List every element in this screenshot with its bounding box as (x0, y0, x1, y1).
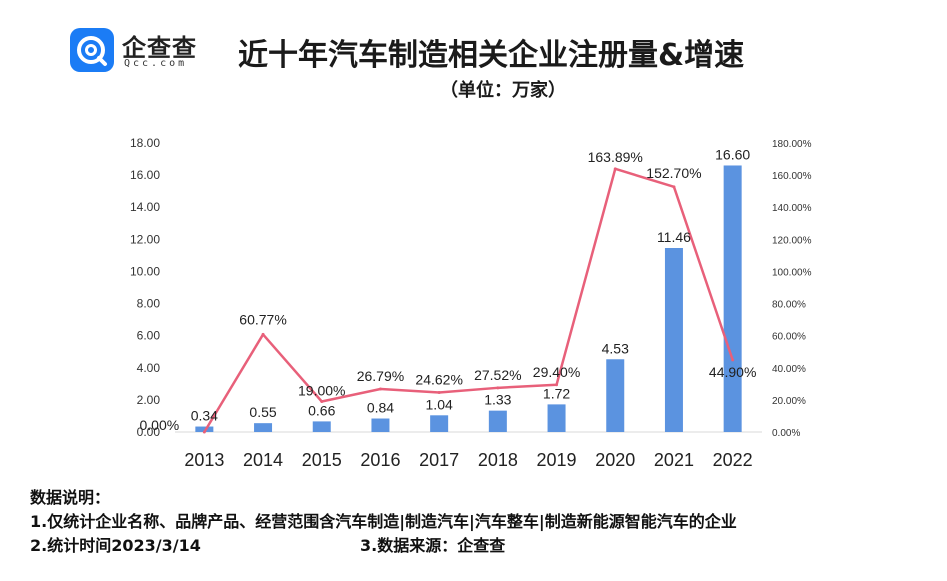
bar-2021 (664, 248, 683, 432)
growth-point-2017 (437, 390, 441, 394)
left-tick-label: 16.00 (130, 168, 160, 182)
left-tick-label: 6.00 (137, 329, 161, 343)
growth-value-label: 27.52% (474, 367, 521, 383)
chart-title: 近十年汽车制造相关企业注册量&增速 (238, 38, 745, 73)
bar-value-label: 0.34 (191, 408, 218, 424)
bar-2022 (723, 165, 742, 432)
growth-value-label: 24.62% (415, 371, 462, 387)
left-tick-label: 12.00 (130, 232, 160, 246)
growth-point-2021 (672, 185, 676, 189)
bar-value-label: 0.66 (308, 402, 335, 418)
growth-value-label: 26.79% (357, 368, 404, 384)
left-tick-label: 0.00 (137, 425, 161, 439)
growth-value-label: 44.90% (709, 364, 756, 380)
growth-point-2018 (496, 386, 500, 390)
left-tick-label: 10.00 (130, 264, 160, 278)
growth-point-2014 (261, 332, 265, 336)
chart-subtitle: （单位：万家） (440, 80, 566, 101)
growth-point-2015 (320, 399, 324, 403)
bar-value-label: 0.84 (367, 400, 394, 416)
x-tick-label: 2021 (654, 450, 694, 470)
qcc-logo-icon (70, 28, 114, 72)
bar-2018 (488, 410, 507, 432)
growth-point-2019 (555, 383, 559, 387)
bar-2019 (547, 404, 566, 432)
right-tick-label: 0.00% (772, 428, 800, 439)
x-tick-label: 2022 (713, 450, 753, 470)
right-tick-label: 80.00% (772, 300, 806, 311)
left-tick-label: 18.00 (130, 136, 160, 150)
brand-name: 企查查 (122, 34, 197, 62)
bar-value-label: 4.53 (602, 340, 629, 356)
growth-value-label: 29.40% (533, 364, 580, 380)
bar-2016 (371, 418, 390, 432)
x-tick-label: 2017 (419, 450, 459, 470)
notes-heading: 数据说明： (30, 488, 111, 507)
bar-2014 (254, 423, 273, 432)
growth-value-label: 152.70% (646, 165, 701, 181)
right-tick-label: 180.00% (772, 139, 812, 150)
right-tick-label: 60.00% (772, 332, 806, 343)
growth-point-2020 (613, 167, 617, 171)
bar-value-label: 1.33 (484, 392, 511, 408)
right-tick-label: 160.00% (772, 171, 812, 182)
bar-value-label: 0.55 (249, 404, 276, 420)
left-tick-label: 2.00 (137, 393, 161, 407)
left-tick-label: 8.00 (137, 297, 161, 311)
growth-value-label: 0.00% (139, 417, 179, 433)
x-tick-label: 2013 (184, 450, 224, 470)
right-tick-label: 40.00% (772, 364, 806, 375)
growth-value-label: 163.89% (588, 149, 643, 165)
growth-point-2013 (202, 430, 206, 434)
notes-line-3: 3.数据来源：企查查 (360, 536, 506, 555)
growth-line (203, 167, 734, 433)
bar-value-label: 16.60 (715, 146, 750, 162)
bar-2013 (195, 426, 214, 432)
x-tick-label: 2015 (302, 450, 342, 470)
right-tick-label: 140.00% (772, 203, 812, 214)
brand-domain: Qcc.com (124, 58, 188, 69)
brand-logo: 企查查 Qcc.com (70, 26, 230, 76)
bar-2017 (430, 415, 449, 432)
x-tick-label: 2019 (537, 450, 577, 470)
left-tick-label: 4.00 (137, 361, 161, 375)
bar-value-label: 1.04 (426, 396, 453, 412)
x-tick-label: 2020 (595, 450, 635, 470)
x-tick-label: 2016 (360, 450, 400, 470)
right-tick-label: 120.00% (772, 235, 812, 246)
right-tick-label: 20.00% (772, 396, 806, 407)
data-notes: 数据说明： 1.仅统计企业名称、品牌产品、经营范围含汽车制造|制造汽车|汽车整车… (30, 486, 737, 558)
growth-value-label: 60.77% (239, 311, 286, 327)
notes-line-2: 2.统计时间2023/3/14 (30, 536, 201, 555)
x-tick-label: 2014 (243, 450, 283, 470)
bar-value-label: 11.46 (657, 229, 691, 245)
growth-point-2022 (731, 358, 735, 362)
growth-point-2016 (378, 387, 382, 391)
bar-2015 (312, 421, 331, 432)
growth-value-label: 19.00% (298, 382, 345, 398)
left-tick-label: 14.00 (130, 200, 160, 214)
bar-2020 (606, 359, 625, 432)
notes-line-1: 1.仅统计企业名称、品牌产品、经营范围含汽车制造|制造汽车|汽车整车|制造新能源… (30, 512, 737, 531)
right-tick-label: 100.00% (772, 267, 812, 278)
bar-value-label: 1.72 (543, 385, 570, 401)
x-tick-label: 2018 (478, 450, 518, 470)
